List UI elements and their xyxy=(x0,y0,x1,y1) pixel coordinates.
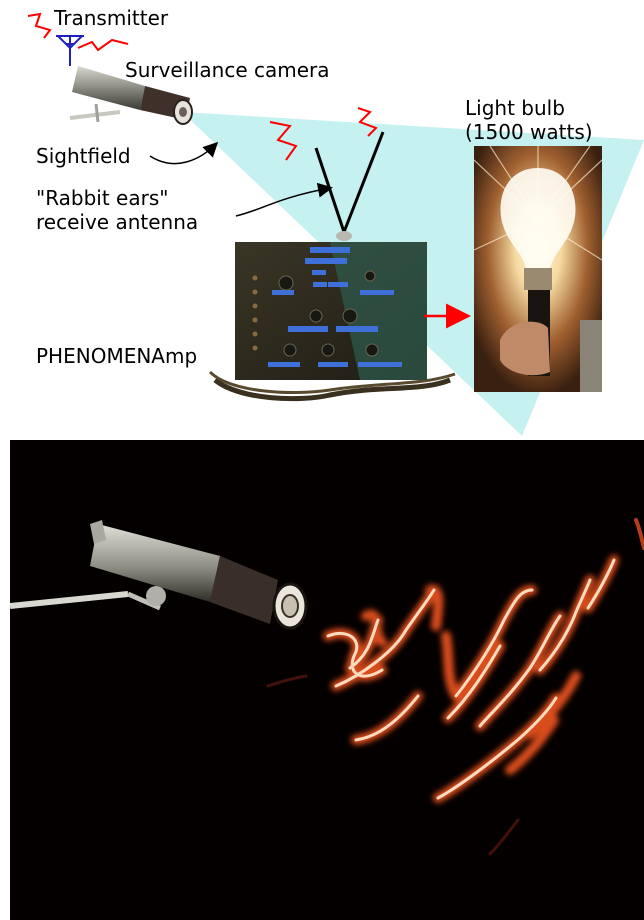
light-bulb-label: Light bulb xyxy=(465,96,565,120)
long-exposure-svg xyxy=(10,440,644,920)
light-bulb-photo xyxy=(473,145,603,392)
light-streaks xyxy=(266,518,644,856)
surveillance-camera-illustration xyxy=(69,66,193,125)
diagram-panel: Transmitter Surveillance camera Light bu… xyxy=(0,0,644,440)
rabbit-ears-label: "Rabbit ears" xyxy=(36,186,169,210)
transmitter-icon xyxy=(56,35,84,66)
long-exposure-photo xyxy=(10,440,644,920)
sightfield-label: Sightfield xyxy=(36,144,131,168)
transmitter-label: Transmitter xyxy=(54,6,169,30)
phenomenamp-label: PHENOMENAmp xyxy=(36,344,198,368)
surveillance-camera-photo xyxy=(10,520,308,630)
phenomenamp-box xyxy=(208,242,456,402)
receive-antenna-label: receive antenna xyxy=(36,210,199,234)
antenna-leader xyxy=(235,182,333,217)
sightfield-leader xyxy=(149,141,219,165)
light-bulb-watts-label: (1500 watts) xyxy=(465,120,593,144)
signal-waves xyxy=(27,12,378,161)
diagram-svg xyxy=(27,12,644,436)
camera-label: Surveillance camera xyxy=(125,58,330,82)
